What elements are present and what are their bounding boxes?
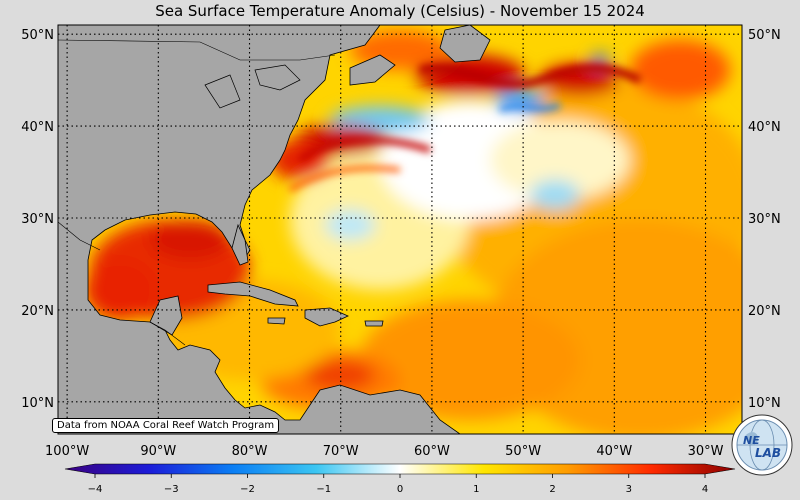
colorbar-tick-label: −2 — [240, 484, 255, 495]
latitude-label-right: 10°N — [748, 396, 781, 411]
colorbar-bar — [64, 463, 736, 475]
nova-scotia — [349, 54, 396, 86]
colorbar-tick-label: 2 — [549, 484, 555, 495]
longitude-label: 60°W — [414, 444, 450, 459]
map-title: Sea Surface Temperature Anomaly (Celsius… — [155, 2, 645, 20]
colorbar-tick-label: 3 — [626, 484, 632, 495]
longitude-label: 90°W — [140, 444, 176, 459]
graticule — [58, 25, 742, 434]
latitude-label-right: 40°N — [748, 120, 781, 135]
longitude-label: 30°W — [688, 444, 724, 459]
hispaniola — [304, 307, 349, 327]
latitude-labels: 50°N 50°N 40°N 40°N 30°N 30°N 20°N 20°N 10°N 10°N — [21, 28, 781, 411]
latitude-label-left: 30°N — [21, 212, 54, 227]
lakes — [204, 64, 301, 109]
latitude-label-left: 50°N — [21, 28, 54, 43]
logo-text-top: NE — [743, 434, 760, 447]
colorbar-tick-label: −3 — [164, 484, 179, 495]
colorbar-ticks: −4 −3 −2 −1 0 1 2 3 4 — [88, 474, 708, 495]
latitude-label-right: 30°N — [748, 212, 781, 227]
data-credit: Data from NOAA Coral Reef Watch Program — [52, 418, 280, 433]
latitude-label-left: 10°N — [21, 396, 54, 411]
latitude-label-left: 20°N — [21, 304, 54, 319]
colorbar: −4 −3 −2 −1 0 1 2 3 4 — [64, 463, 736, 495]
puerto-rico — [364, 320, 384, 327]
logo-text-bottom: LAB — [755, 446, 781, 460]
map-frame — [57, 24, 743, 435]
jamaica — [267, 317, 286, 325]
longitude-label: 50°W — [505, 444, 541, 459]
colorbar-tick-label: 4 — [702, 484, 708, 495]
longitude-label: 100°W — [45, 444, 89, 459]
globe-logo-icon: NE LAB — [731, 414, 793, 476]
latitude-label-right: 20°N — [748, 304, 781, 319]
longitude-labels: 100°W 90°W 80°W 70°W 60°W 50°W 40°W 30°W — [45, 444, 724, 459]
colorbar-tick-label: −1 — [316, 484, 331, 495]
colorbar-tick-label: 0 — [397, 484, 403, 495]
longitude-label: 80°W — [232, 444, 268, 459]
anomaly-detail — [288, 64, 642, 193]
colorbar-tick-label: −4 — [88, 484, 103, 495]
borders — [58, 39, 336, 346]
longitude-label: 40°W — [596, 444, 632, 459]
colorbar-tick-label: 1 — [473, 484, 479, 495]
latitude-label-left: 40°N — [21, 120, 54, 135]
florida — [231, 223, 249, 266]
map-body — [58, 25, 742, 434]
cuba — [207, 281, 299, 307]
longitude-label: 70°W — [323, 444, 359, 459]
latitude-label-right: 50°N — [748, 28, 781, 43]
